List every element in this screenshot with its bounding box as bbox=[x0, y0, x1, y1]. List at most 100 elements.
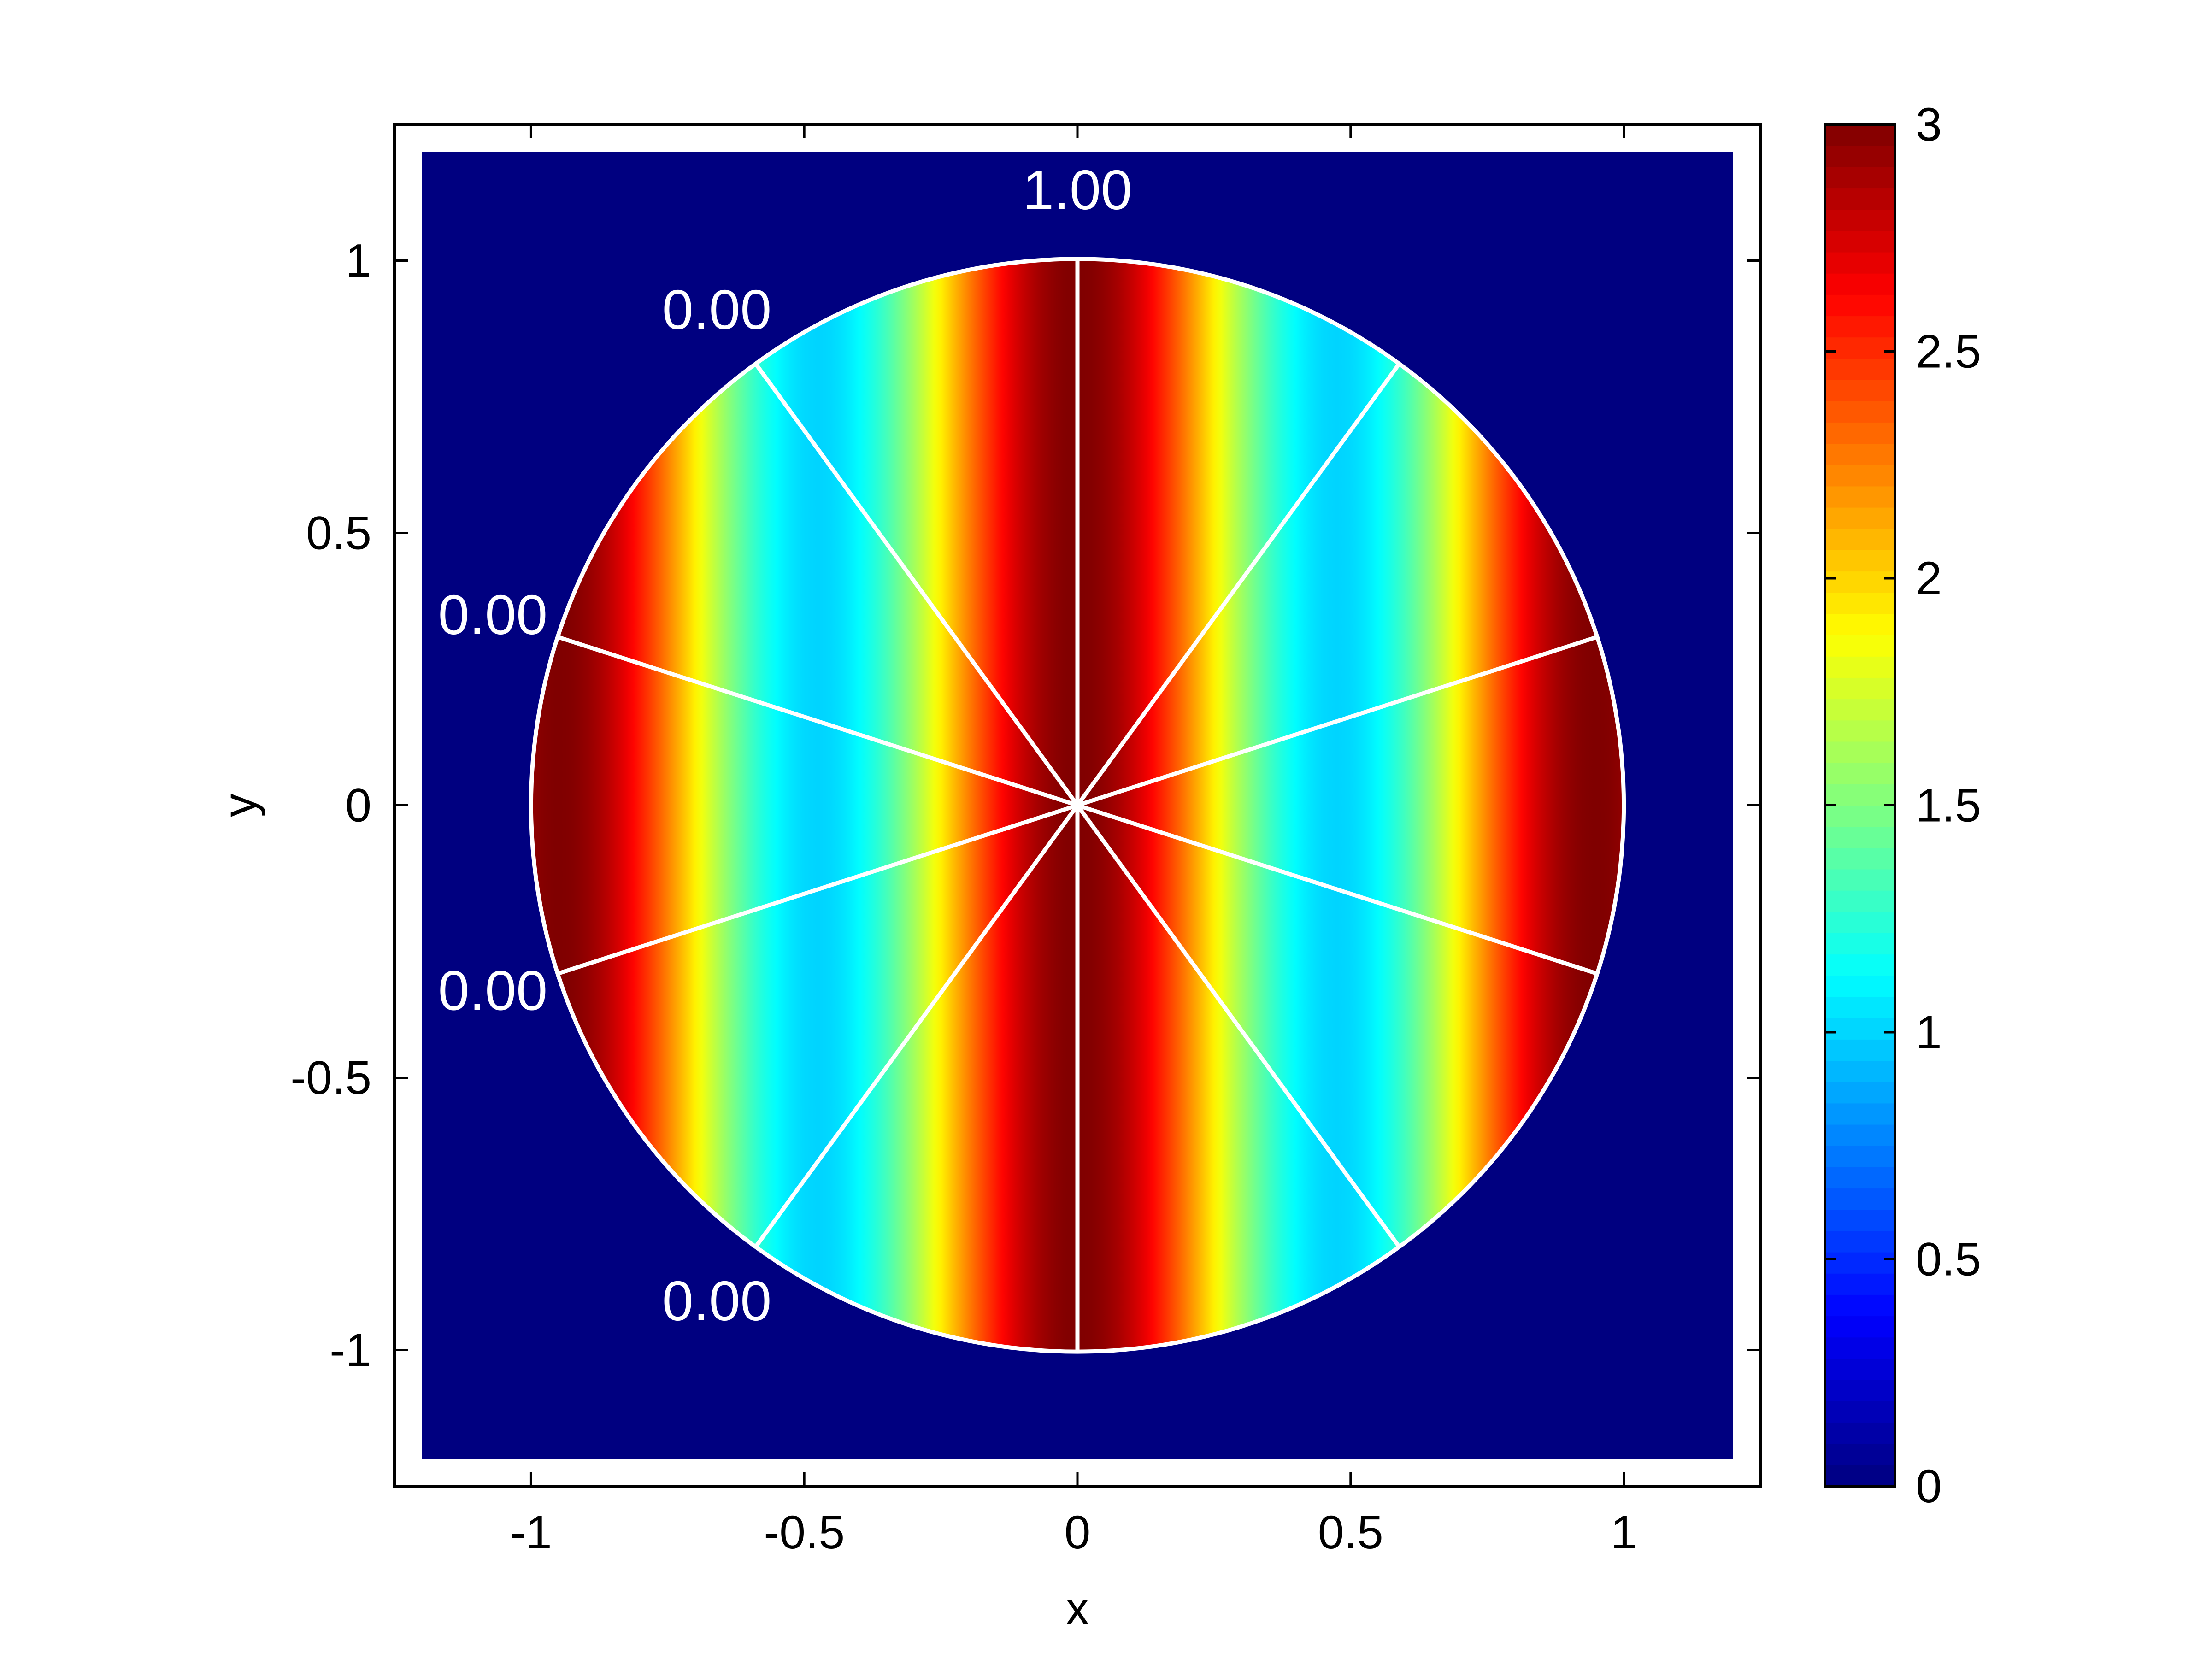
colorbar-segment bbox=[1825, 1273, 1895, 1295]
x-tick-label: 0.5 bbox=[1318, 1506, 1383, 1559]
x-tick-label: 1 bbox=[1611, 1506, 1637, 1559]
colorbar-segment bbox=[1825, 1316, 1895, 1338]
colorbar-segment bbox=[1825, 1188, 1895, 1210]
plot-area bbox=[422, 152, 1733, 1459]
colorbar-segment bbox=[1825, 677, 1895, 700]
colorbar-segment bbox=[1825, 252, 1895, 274]
colorbar-tick-label: 0 bbox=[1916, 1460, 1942, 1512]
colorbar-tick-label: 0.5 bbox=[1916, 1233, 1981, 1286]
colorbar-segment bbox=[1825, 166, 1895, 189]
colorbar-segment bbox=[1825, 890, 1895, 912]
colorbar-segment bbox=[1825, 486, 1895, 508]
colorbar-segment bbox=[1825, 188, 1895, 210]
axes: -1 -0.5 0 0.5 1 -1 -0.5 0 0.5 1 bbox=[290, 123, 1762, 1559]
colorbar-segment bbox=[1825, 783, 1895, 806]
spoke-line-2 bbox=[557, 635, 1078, 807]
spoke-line-6 bbox=[1076, 804, 1400, 1247]
colorbar-segment bbox=[1825, 699, 1895, 721]
colorbar-segment bbox=[1825, 400, 1895, 423]
colorbar-segment bbox=[1825, 1145, 1895, 1167]
y-axis-label: y bbox=[213, 794, 266, 817]
colorbar-segment bbox=[1825, 507, 1895, 529]
colorbar-segment bbox=[1825, 443, 1895, 465]
colorbar-segment bbox=[1825, 1465, 1895, 1487]
colorbar-segment bbox=[1825, 1400, 1895, 1423]
spoke-line-3 bbox=[557, 803, 1078, 976]
colorbar-segment bbox=[1825, 1422, 1895, 1444]
colorbar-segment bbox=[1825, 273, 1895, 295]
colorbar-segment bbox=[1825, 847, 1895, 870]
colorbar-segment bbox=[1825, 996, 1895, 1018]
colorbar-segment bbox=[1825, 975, 1895, 997]
annotation-label: 1.00 bbox=[1023, 159, 1132, 221]
x-tick-label: -1 bbox=[510, 1506, 552, 1559]
y-tick-label: 1 bbox=[345, 235, 371, 287]
annotation-label: 0.00 bbox=[662, 278, 771, 341]
colorbar-segment bbox=[1825, 528, 1895, 550]
colorbar-segment bbox=[1825, 1018, 1895, 1040]
colorbar-segment bbox=[1825, 337, 1895, 359]
colorbar-segment bbox=[1825, 294, 1895, 317]
y-tick-label: 0.5 bbox=[306, 507, 371, 559]
colorbar-segment bbox=[1825, 613, 1895, 635]
colorbar-segment bbox=[1825, 358, 1895, 380]
colorbar-segment bbox=[1825, 656, 1895, 678]
spoke-line-4 bbox=[754, 804, 1079, 1247]
colorbar-segment bbox=[1825, 826, 1895, 848]
colorbar-segment bbox=[1825, 145, 1895, 167]
colorbar-segment bbox=[1825, 316, 1895, 338]
colorbar-tick-label: 2 bbox=[1916, 552, 1942, 605]
colorbar-segment bbox=[1825, 592, 1895, 614]
colorbar-tick-label: 1.5 bbox=[1916, 779, 1981, 832]
colorbar-segment bbox=[1825, 741, 1895, 763]
annotations: 1.00 0.00 0.00 0.00 0.00 bbox=[438, 159, 1132, 1332]
colorbar-segment bbox=[1825, 869, 1895, 891]
colorbar-segment bbox=[1825, 422, 1895, 444]
colorbar-segment bbox=[1825, 762, 1895, 784]
x-tick-label: -0.5 bbox=[764, 1506, 845, 1559]
colorbar-segment bbox=[1825, 1124, 1895, 1146]
colorbar-segment bbox=[1825, 124, 1895, 146]
colorbar-segment bbox=[1825, 379, 1895, 401]
colorbar-tick-label: 3 bbox=[1916, 98, 1942, 151]
colorbar-segment bbox=[1825, 933, 1895, 955]
colorbar-segment bbox=[1825, 720, 1895, 742]
spoke-line-1 bbox=[754, 363, 1079, 807]
colorbar-segment bbox=[1825, 954, 1895, 976]
y-tick-label: -0.5 bbox=[290, 1052, 371, 1104]
colorbar-segment bbox=[1825, 571, 1895, 593]
colorbar-segment bbox=[1825, 1443, 1895, 1465]
colorbar-segment bbox=[1825, 549, 1895, 572]
colorbar-segment bbox=[1825, 1082, 1895, 1104]
colorbar-tick-label: 1 bbox=[1916, 1006, 1942, 1059]
x-tick-label: 0 bbox=[1065, 1506, 1091, 1559]
colorbar-segment bbox=[1825, 1166, 1895, 1189]
colorbar-segment bbox=[1825, 805, 1895, 827]
spoke-line-9 bbox=[1076, 363, 1400, 807]
annotation-label: 0.00 bbox=[438, 959, 547, 1022]
colorbar-segment bbox=[1825, 911, 1895, 934]
colorbar-segment bbox=[1825, 1294, 1895, 1317]
spoke-line-7 bbox=[1077, 803, 1598, 976]
colorbar-segment bbox=[1825, 1103, 1895, 1125]
colorbar-segment bbox=[1825, 230, 1895, 253]
colorbar-tick-label: 2.5 bbox=[1916, 325, 1981, 378]
colorbar-segment bbox=[1825, 209, 1895, 231]
y-tick-label: 0 bbox=[345, 779, 371, 832]
x-axis-label: x bbox=[1066, 1582, 1089, 1635]
colorbar-segment bbox=[1825, 1337, 1895, 1359]
colorbar-segment bbox=[1825, 635, 1895, 657]
colorbar-segment bbox=[1825, 1358, 1895, 1380]
y-tick-label: -1 bbox=[329, 1324, 371, 1377]
colorbar: 0 0.5 1 1.5 2 2.5 3 bbox=[1824, 98, 1981, 1512]
colorbar-segment bbox=[1825, 1039, 1895, 1061]
annotation-label: 0.00 bbox=[438, 583, 547, 646]
colorbar-segment bbox=[1825, 1209, 1895, 1231]
spoke-line-8 bbox=[1077, 635, 1598, 807]
annotation-label: 0.00 bbox=[662, 1270, 771, 1332]
colorbar-segment bbox=[1825, 1379, 1895, 1401]
colorbar-segment bbox=[1825, 1252, 1895, 1274]
colorbar-segment bbox=[1825, 1230, 1895, 1253]
colorbar-segment bbox=[1825, 1060, 1895, 1082]
